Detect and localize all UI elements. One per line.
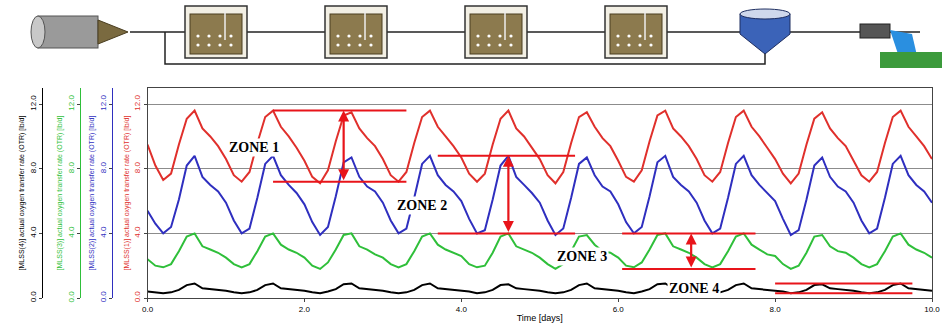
svg-text:8.0: 8.0 [29, 161, 38, 173]
svg-text:12.0: 12.0 [99, 95, 108, 111]
svg-text:0.0: 0.0 [99, 291, 108, 303]
svg-text:8.0: 8.0 [133, 161, 142, 173]
svg-text:0.0: 0.0 [142, 305, 154, 314]
svg-text:8.0: 8.0 [67, 161, 76, 173]
svg-text:[MLSS(1)] actual oxygen transf: [MLSS(1)] actual oxygen transfer rate (O… [123, 116, 131, 271]
svg-text:Time [days]: Time [days] [517, 313, 563, 323]
svg-text:4.0: 4.0 [67, 226, 76, 238]
svg-text:4.0: 4.0 [29, 226, 38, 238]
svg-text:0.0: 0.0 [133, 291, 142, 303]
svg-text:ZONE 2: ZONE 2 [397, 198, 447, 213]
svg-text:4.0: 4.0 [456, 305, 468, 314]
svg-text:8.0: 8.0 [99, 161, 108, 173]
svg-text:ZONE 4: ZONE 4 [669, 281, 719, 296]
svg-text:8.0: 8.0 [770, 305, 782, 314]
svg-text:6.0: 6.0 [613, 305, 625, 314]
svg-text:12.0: 12.0 [29, 95, 38, 111]
svg-text:0.0: 0.0 [67, 291, 76, 303]
svg-text:ZONE 1: ZONE 1 [229, 140, 279, 155]
svg-text:4.0: 4.0 [133, 226, 142, 238]
svg-text:4.0: 4.0 [99, 226, 108, 238]
svg-text:[MLSS(3)] actual oxygen transf: [MLSS(3)] actual oxygen transfer rate (O… [56, 116, 64, 271]
svg-text:[MLSS(4)] actual oxygen transf: [MLSS(4)] actual oxygen transfer rate (O… [18, 116, 26, 271]
svg-text:0.0: 0.0 [29, 291, 38, 303]
svg-text:2.0: 2.0 [299, 305, 311, 314]
svg-text:[MLSS(2)] actual oxygen transf: [MLSS(2)] actual oxygen transfer rate (O… [88, 116, 96, 271]
svg-text:12.0: 12.0 [67, 95, 76, 111]
svg-text:10.0: 10.0 [924, 305, 940, 314]
svg-text:12.0: 12.0 [133, 95, 142, 111]
svg-text:ZONE 3: ZONE 3 [557, 249, 607, 264]
